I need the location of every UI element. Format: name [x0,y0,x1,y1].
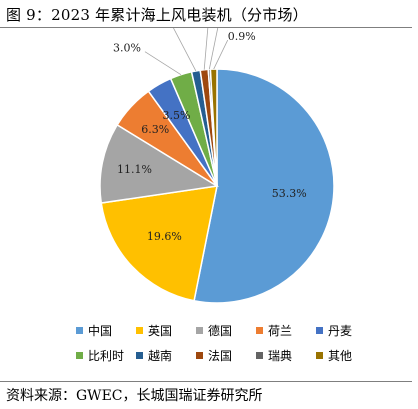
legend-swatch [256,327,263,334]
leader-line-10 [213,39,229,70]
leader-line-6 [144,51,182,76]
legend-row: 比利时 越南 法国 瑞典 其他 [76,343,376,368]
data-label-2: 19.6% [147,230,182,243]
legend-item-6: 比利时 [76,347,136,364]
legend-item-3: 德国 [196,322,256,339]
legend-item-10: 其他 [316,347,376,364]
data-label-4: 6.3% [141,123,169,136]
data-labels: 53.3%19.6%11.1%6.3%3.5%3.0%1.2%1.1%0.3%0… [113,28,307,243]
legend-item-2: 英国 [136,322,196,339]
data-label-5: 3.5% [163,109,191,122]
bottom-divider [0,381,412,382]
legend-label: 荷兰 [268,324,293,338]
pie-slice-2 [100,185,218,302]
data-label-6: 3.0% [113,42,141,55]
legend-swatch [76,327,83,334]
legend-item-8: 法国 [196,347,256,364]
leader-line-9 [208,28,219,70]
legend-swatch [316,352,323,359]
legend-item-4: 荷兰 [256,322,316,339]
legend-label: 其他 [328,349,353,363]
legend-label: 丹麦 [328,324,353,338]
leader-lines [144,28,229,76]
legend-swatch [136,352,143,359]
legend-swatch [196,327,203,334]
legend-label: 中国 [88,324,113,338]
legend-label: 英国 [148,324,173,338]
chart-legend: 中国 英国 德国 荷兰 丹麦 比利时 越南 法国 瑞典 其他 [76,318,376,368]
legend-label: 德国 [208,324,233,338]
legend-row: 中国 英国 德国 荷兰 丹麦 [76,318,376,343]
legend-item-1: 中国 [76,322,136,339]
legend-item-7: 越南 [136,347,196,364]
data-label-3: 11.1% [117,163,152,176]
legend-swatch [136,327,143,334]
legend-item-9: 瑞典 [256,347,316,364]
pie-slices [99,68,335,304]
top-divider [0,27,412,28]
pie-slice-10 [209,68,218,187]
legend-label: 瑞典 [268,349,293,363]
pie-slice-1 [193,68,335,304]
data-label-1: 53.3% [272,187,307,200]
pie-chart: 53.3%19.6%11.1%6.3%3.5%3.0%1.2%1.1%0.3%0… [99,28,335,304]
legend-item-5: 丹麦 [316,322,376,339]
figure-title: 图 9：2023 年累计海上风电装机（分市场） [6,6,308,24]
figure-source: 资料来源：GWEC，长城国瑞证券研究所 [6,388,263,404]
legend-swatch [256,352,263,359]
leader-line-7 [173,28,197,72]
legend-label: 法国 [208,349,233,363]
legend-label: 越南 [148,349,173,363]
legend-swatch [196,352,203,359]
leader-line-8 [203,28,209,70]
legend-swatch [76,352,83,359]
legend-swatch [316,327,323,334]
data-label-10: 0.9% [228,30,256,43]
pie-slice-3 [99,123,220,204]
legend-label: 比利时 [88,349,125,363]
